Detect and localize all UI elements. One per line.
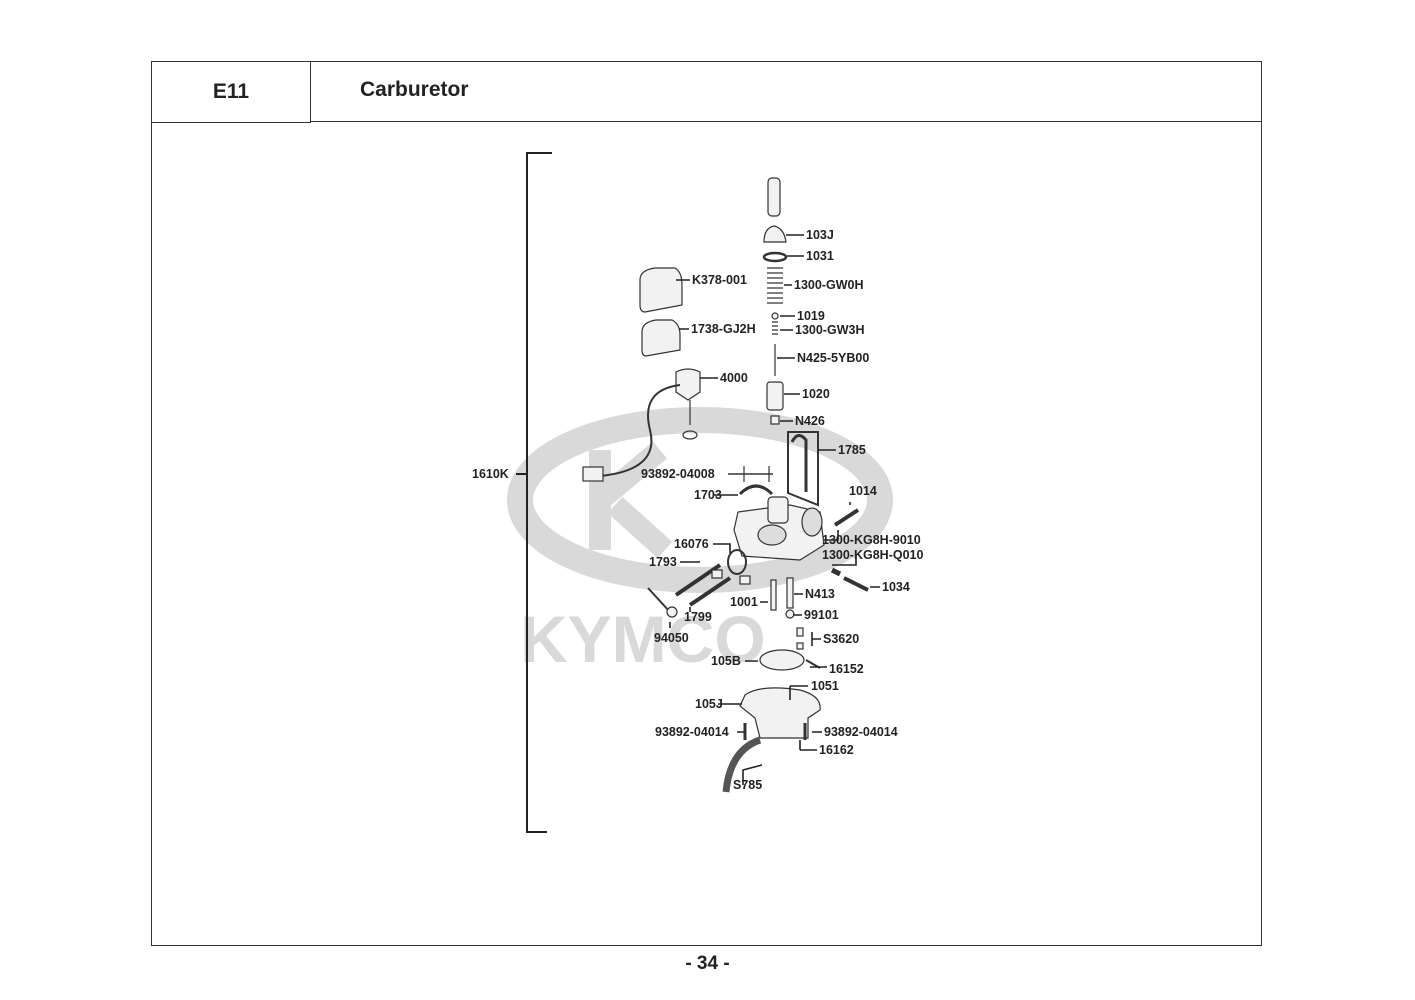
clamp <box>738 484 774 496</box>
part-label: 94050 <box>654 631 689 645</box>
insulator-gasket <box>727 549 747 575</box>
assembly-label: 1610K <box>472 467 509 481</box>
part-label: 1793 <box>649 555 677 569</box>
drain-screw <box>647 587 671 613</box>
part-label: 1031 <box>806 249 834 263</box>
kymco-watermark-text: KYMCO <box>520 602 766 676</box>
o-ring <box>682 430 698 440</box>
drain-hose <box>722 736 762 793</box>
main-jet <box>770 579 777 611</box>
page-number: - 34 - <box>685 953 730 974</box>
part-label: N413 <box>805 587 835 601</box>
part-label: 16076 <box>674 537 709 551</box>
cover-1738 <box>641 319 681 357</box>
slow-jet <box>786 577 794 609</box>
part-label: K378-001 <box>692 273 747 287</box>
page-title: Carburetor <box>360 78 469 101</box>
cable-tube <box>767 177 781 217</box>
part-label: 1703 <box>694 488 722 502</box>
part-label: 1300-GW3H <box>795 323 865 337</box>
part-label: 1020 <box>802 387 830 401</box>
washer <box>711 569 723 579</box>
needle-jet-holder <box>770 415 780 425</box>
leader-lines <box>669 234 880 785</box>
part-label: 99101 <box>804 608 839 622</box>
part-label: 16162 <box>819 743 854 757</box>
float-bowl <box>739 687 821 739</box>
part-label: 105J <box>695 697 723 711</box>
part-label: N426 <box>795 414 825 428</box>
choke-wire <box>599 384 681 477</box>
part-label: 1051 <box>811 679 839 693</box>
part-label: 1014 <box>849 484 877 498</box>
part-label: 103J <box>806 228 834 242</box>
part-label: S785 <box>733 778 763 792</box>
part-label: 1300-GW0H <box>794 278 864 292</box>
tube-packet <box>787 431 819 507</box>
spring <box>767 267 783 304</box>
section-code: E11 <box>151 61 311 123</box>
page-frame <box>151 61 1262 946</box>
cover-k378 <box>639 267 683 313</box>
screw-1034 <box>843 576 869 592</box>
auto-choke <box>675 368 701 401</box>
needle-clip <box>771 312 779 320</box>
part-label: 16152 <box>829 662 864 676</box>
part-label: 1300-KG8H-9010 <box>822 533 921 547</box>
wire-connector <box>582 466 604 482</box>
assembly-bracket <box>526 152 552 833</box>
part-label: 4000 <box>720 371 748 385</box>
part-label: 1034 <box>882 580 910 594</box>
part-drawings <box>582 177 869 793</box>
part-label: 1001 <box>730 595 758 609</box>
part-label: 1799 <box>684 610 712 624</box>
part-label: 1785 <box>838 443 866 457</box>
spring-q010 <box>830 567 842 577</box>
part-label: 105B <box>711 654 741 668</box>
top-cap <box>763 225 787 243</box>
gasket <box>762 251 788 263</box>
float <box>759 649 805 671</box>
small-spring <box>772 321 778 335</box>
throttle-valve <box>766 381 784 411</box>
screw-1014 <box>833 508 860 527</box>
part-label: 93892-04014 <box>824 725 898 739</box>
header-divider <box>310 121 1262 122</box>
part-label: N425-5YB00 <box>797 351 870 365</box>
part-label: 1019 <box>797 309 825 323</box>
part-label: 93892-04008 <box>641 467 715 481</box>
part-label: S3620 <box>823 632 860 646</box>
part-label: 1300-KG8H-Q010 <box>822 548 924 562</box>
part-label: 93892-04014 <box>655 725 729 739</box>
part-label: 1738-GJ2H <box>691 322 756 336</box>
